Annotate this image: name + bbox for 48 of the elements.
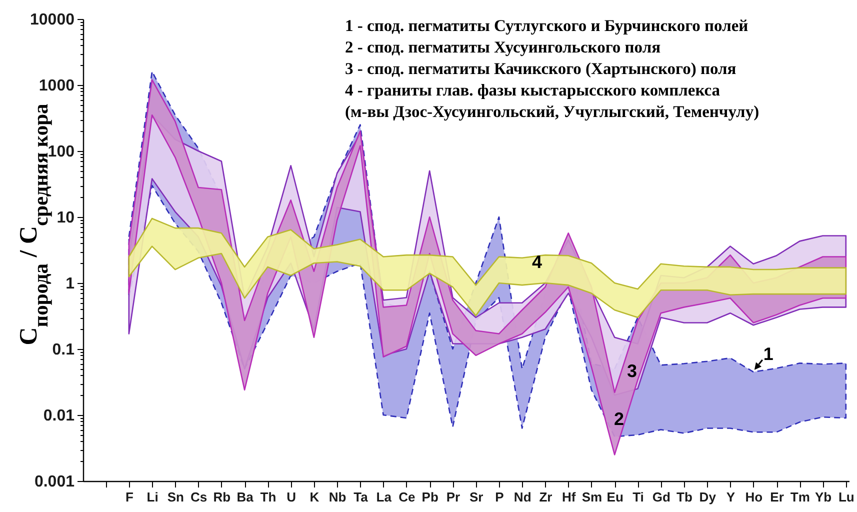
x-tick-label: Cs <box>190 490 208 504</box>
annotation: 1 <box>763 344 774 364</box>
x-tick-label: Hf <box>562 490 576 504</box>
x-tick-label: Pb <box>422 490 438 504</box>
x-tick-label: Pr <box>446 490 460 504</box>
x-tick-label: Y <box>726 490 736 504</box>
x-tick-label: Eu <box>606 490 624 504</box>
x-tick-label: Ti <box>632 490 644 504</box>
x-tick-label: K <box>310 490 320 504</box>
y-tick-label: 1 <box>66 276 75 292</box>
x-tick-label: Er <box>770 490 784 504</box>
annotation: 4 - граниты глав. фазы кыстарысского комплекса <box>345 80 720 100</box>
y-tick-label: 10 <box>56 210 75 226</box>
annotation: 2 <box>614 409 624 429</box>
x-tick-label: Tb <box>676 490 692 504</box>
annotation: 3 <box>626 361 638 381</box>
y-tick-label: 0.01 <box>43 408 75 424</box>
x-tick-label: Th <box>260 490 276 504</box>
x-tick-label: F <box>125 490 134 504</box>
annotation: 3 - спод. пегматиты Качикского (Хартынского) поля <box>345 59 736 78</box>
annotation: 2 - спод. пегматиты Хусуингольского поля <box>345 38 661 56</box>
x-tick-label: Ho <box>745 490 763 504</box>
x-tick-label: Ba <box>236 490 254 504</box>
x-tick-label: P <box>495 490 504 504</box>
x-tick-label: U <box>286 490 296 504</box>
x-tick-label: Gd <box>652 490 670 504</box>
y-tick-label: 0.001 <box>34 474 75 490</box>
x-tick-label: Lu <box>838 490 854 504</box>
y-tick-label: 1000 <box>38 78 75 94</box>
annotation: 1 - спод. пегматиты Сутлугского и Бурчинского полей <box>345 16 749 35</box>
y-tick-label: 0.1 <box>52 342 75 358</box>
x-tick-label: Sm <box>582 490 602 504</box>
x-tick-label: Ce <box>398 490 416 504</box>
x-tick-label: Dy <box>699 490 717 504</box>
x-tick-label: Ta <box>354 490 369 504</box>
x-tick-label: Yb <box>814 490 832 504</box>
x-tick-label: Zr <box>539 490 552 504</box>
x-tick-label: La <box>376 490 392 504</box>
x-tick-label: Li <box>146 490 158 504</box>
x-tick-label: Rb <box>213 490 231 504</box>
x-tick-label: Tm <box>790 490 810 504</box>
annotation: 4 <box>532 252 542 272</box>
y-tick-label: 10000 <box>30 12 75 28</box>
x-tick-label: Nd <box>514 490 532 504</box>
x-tick-label: Sn <box>167 490 184 504</box>
x-tick-label: Nb <box>328 490 346 504</box>
annotation: (м-вы Дзос-Хусуингольский, Учуглыгский, Теменчулу) <box>345 102 760 121</box>
x-tick-label: Sr <box>469 490 484 504</box>
